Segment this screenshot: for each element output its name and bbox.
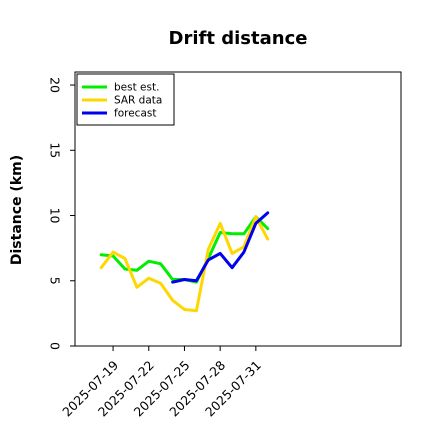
legend-label-2: forecast	[114, 108, 156, 120]
series-line-1	[99, 215, 270, 313]
series-line-2	[171, 211, 270, 284]
plot-frame	[74, 71, 402, 347]
legend-box	[76, 73, 175, 126]
legend-label-1: SAR data	[114, 95, 162, 107]
series-layer	[99, 211, 270, 313]
x-axis: 2025-07-192025-07-222025-07-252025-07-28…	[59, 346, 264, 419]
y-axis: 0 5 10 15 20	[48, 77, 75, 350]
y-axis-label: Distance (km)	[9, 155, 25, 265]
series-line-0	[99, 215, 270, 284]
chart-title: Drift distance	[169, 28, 308, 49]
y-tick-label-1: 5	[48, 277, 63, 285]
y-tick-label-2: 10	[48, 208, 63, 224]
legend-label-0: best est.	[114, 82, 159, 94]
y-tick-label-0: 0	[48, 342, 63, 350]
y-tick-label-3: 15	[48, 142, 63, 158]
y-tick-label-4: 20	[48, 77, 63, 93]
